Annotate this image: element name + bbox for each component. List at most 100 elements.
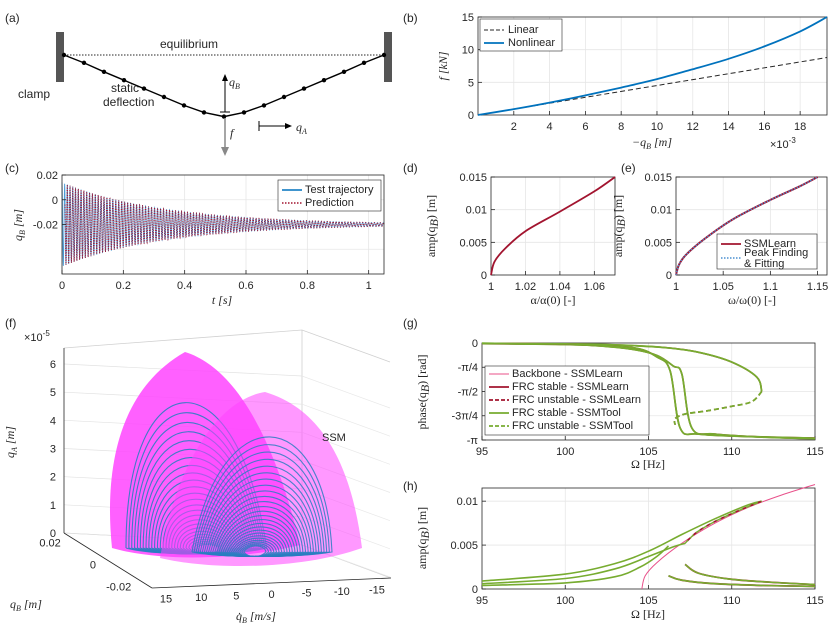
f-xtick-label: 10 [195,592,207,604]
b-ylabel: f [kN] [436,51,450,80]
f-zticks: 0 1 2 3 4 5 6 [50,359,56,540]
g-ylabel: phase(qB) [rad] [415,355,432,430]
f-exponent: ×10-5 [24,329,50,344]
e-legend-ssm: SSMLearn [744,238,796,250]
g-xtick-label: 100 [556,446,574,458]
c-test-trajectory [61,182,385,266]
e-ytick-label: 0 [666,270,672,282]
clamp-label: clamp [18,87,50,101]
c-signals [61,182,385,266]
d-yticks: 0 0.005 0.01 0.015 [459,172,495,282]
d-xtick-label: 1.02 [515,281,536,293]
g-xtick-label: 95 [476,446,488,458]
beam-node [221,114,227,119]
f-wall-gridline-right [301,375,391,409]
panel-d-label: (d) [403,161,418,175]
b-ytick-label: 0 [468,110,474,122]
c-xtick-label: 0.8 [300,280,315,292]
h-frc-ssmtool-dashed [684,500,762,544]
b-nonlinear-line [477,16,828,116]
c-yticks: 0.02 0 -0.02 [33,170,66,232]
beam-node [381,52,387,58]
c-prediction [64,184,385,265]
h-xtick-label: 100 [556,595,574,607]
d-grid [491,177,615,275]
h-xlabel: Ω [Hz] [631,607,665,621]
c-xlabel: t [s] [212,293,233,307]
e-legend-peak-2: & Fitting [744,258,784,270]
h-frc-ssmlearn [684,563,816,586]
e-peakfinding-line [675,176,818,276]
beam-node [241,110,247,115]
c-ylabel: qB [m] [11,209,27,241]
f-xticks: 15 10 5 0 -5 -10 -15 [160,585,385,606]
b-xticks: 2 4 6 8 10 12 14 16 18 [511,111,806,133]
d-ssmlearn-line [490,176,616,276]
f-loop-front [243,545,267,558]
f-yticks: 0.02 0 -0.02 [39,538,131,594]
h-grid [482,488,815,589]
b-axes-box [477,16,828,116]
e-xticks: 1 1.05 1.1 1.15 [673,271,828,293]
h-ytick-label: 0.005 [450,540,478,552]
b-xtick-label: 8 [618,121,624,133]
e-legend-box [716,233,818,270]
g-xlabel: Ω [Hz] [631,457,665,471]
b-xlabel: −qB [m] [632,135,672,151]
g-ssmtool-curve [673,390,763,425]
f-xtick-label: 0 [268,589,274,601]
b-xtick-label: 14 [722,121,734,133]
e-ytick-label: 0.01 [651,205,672,217]
g-yticks: 0 -π/4 -π/2 -3π/4 -π [451,338,486,447]
beam-node [141,86,147,91]
beam-nodes [61,52,387,119]
b-legend-nonlinear: Nonlinear [508,37,555,49]
c-xtick-label: 0 [59,280,65,292]
c-ytick-label: -0.02 [33,220,58,232]
force-arrowhead [221,147,229,156]
g-ytick-label: -3π/4 [451,411,478,423]
f-zlabel: qA [m] [3,426,19,458]
h-xtick-label: 115 [806,595,824,607]
g-xtick-label: 105 [639,446,657,458]
c-ytick-label: 0 [52,195,58,207]
e-ytick-label: 0.015 [644,172,672,184]
panel-b-label: (b) [403,11,418,25]
f-ztick-label: 2 [50,472,56,484]
beam-node [341,69,347,75]
g-legend-3: FRC stable - SSMTool [512,407,621,419]
beam-node [361,60,367,66]
h-ylabel: amp(qB) [m] [415,507,432,569]
f-y-axis [63,532,153,589]
c-legend-box [277,179,382,212]
f-xtick-label: -10 [334,586,350,598]
d-xtick-label: 1 [488,281,494,293]
b-ytick-label: 15 [462,12,474,24]
f-xlabel: q̇B [m/s] [236,609,276,625]
g-xtick-label: 115 [806,446,824,458]
beam-node [201,110,207,115]
g-legend: Backbone - SSMLearn FRC stable - SSMLear… [484,365,650,436]
f-ztick-label: 0 [50,528,56,540]
right-clamp [384,32,392,82]
g-xticks: 95 100 105 110 115 [476,436,824,458]
e-xlabel: ω/ω(0) [-] [728,293,776,307]
c-xtick-label: 0.6 [238,280,253,292]
e-xtick-label: 1 [673,281,679,293]
f-wall-gridline-right [301,403,391,437]
h-ytick-label: 0.01 [457,496,478,508]
panel-b: (b) 0 5 10 15 2 4 6 8 10 12 14 16 18 f [kN] −qB [m]… [403,11,828,151]
c-xtick-label: 0.2 [116,280,131,292]
left-clamp [56,32,64,82]
e-xtick-label: 1.15 [807,281,828,293]
f-ssm-label: SSM [322,432,346,444]
beam-node [161,94,167,100]
d-ytick-label: 0 [481,270,487,282]
b-xtick-label: 10 [651,121,663,133]
f-ztick-label: 5 [50,387,56,399]
d-ytick-label: 0.015 [459,172,487,184]
beam-node [181,103,187,108]
panel-a: (a) equilibrium clamp static deflection … [5,11,392,156]
d-xtick-label: 1.04 [549,281,570,293]
qA-arrowhead [285,123,292,129]
